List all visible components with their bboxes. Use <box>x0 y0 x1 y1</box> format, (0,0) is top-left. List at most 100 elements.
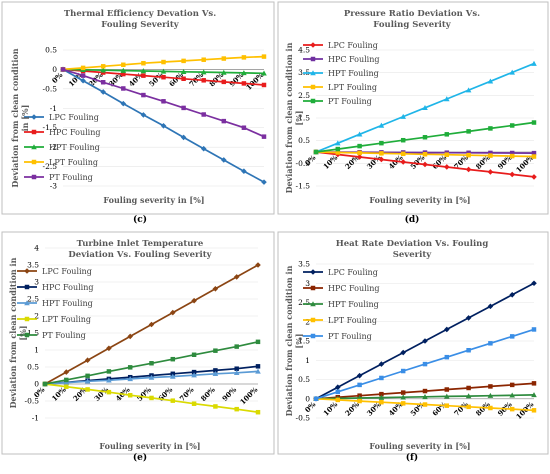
legend-marker-lpc-fouling <box>31 114 37 120</box>
legend-label-lpt-fouling: LPT Fouling <box>328 83 377 92</box>
data-point-hpc-fouling <box>466 150 471 156</box>
data-point-lpt-fouling <box>531 408 537 413</box>
legend-label-lpc-fouling: LPC Fouling <box>328 41 378 50</box>
y-tick-label: 3 <box>34 278 39 287</box>
legend-label-hpc-fouling: HPC Fouling <box>49 128 101 137</box>
data-point-pt-fouling <box>201 112 206 117</box>
chart-panel-f: 3.532.521.510.50-0.50% 10% 20% 30% 40% 50% 60%… <box>277 231 549 463</box>
data-point-pt-fouling <box>444 354 450 360</box>
legend: LPC Fouling HPC Fouling HPT Fouling LPT Fou… <box>303 268 380 341</box>
data-point-hpt-fouling <box>148 374 155 380</box>
data-point-hpc-fouling <box>221 79 227 85</box>
data-point-hpc-fouling <box>213 368 218 373</box>
data-point-lpt-fouling <box>141 60 146 66</box>
y-axis-label: [%] <box>294 110 304 125</box>
y-tick-label: 0.5 <box>298 136 310 145</box>
data-point-lpt-fouling <box>335 150 341 155</box>
data-point-hpt-fouling <box>120 67 127 73</box>
data-point-lpc-fouling <box>160 122 167 129</box>
data-point-lpt-fouling <box>241 55 247 60</box>
legend-marker-hpc-fouling <box>310 56 316 62</box>
data-point-hpc-fouling <box>444 387 450 392</box>
data-point-hpc-fouling <box>255 364 261 369</box>
data-point-hpc-fouling <box>261 82 267 88</box>
chart-title: Deviation Vs. Fouling Severity <box>68 250 212 260</box>
data-point-pt-fouling <box>60 67 66 72</box>
y-tick-label: -1 <box>32 414 39 423</box>
data-point-lpc-fouling <box>378 361 385 367</box>
data-point-lpt-fouling <box>531 154 537 159</box>
data-point-lpt-fouling <box>444 403 450 408</box>
y-tick-label: 2.5 <box>298 91 310 100</box>
data-point-hpt-fouling <box>140 68 147 74</box>
data-point-lpc-fouling <box>356 372 363 379</box>
data-point-pt-fouling <box>422 361 428 367</box>
data-point-hpc-fouling <box>422 388 428 394</box>
legend-marker-hpc-fouling <box>310 285 316 291</box>
y-tick-label: 0.5 <box>45 46 57 55</box>
legend-label-lpt-fouling: LPT Fouling <box>328 316 377 325</box>
legend-marker-hpt-fouling <box>310 70 316 76</box>
legend-label-pt-fouling: PT Fouling <box>328 97 372 106</box>
legend-marker-lpc-fouling <box>24 268 30 274</box>
data-point-lpc-fouling <box>140 112 147 118</box>
data-point-pt-fouling <box>335 389 341 395</box>
legend-label-pt-fouling: PT Fouling <box>49 173 93 182</box>
data-point-pt-fouling <box>313 396 319 401</box>
data-point-lpt-fouling <box>234 406 239 412</box>
data-point-hpt-fouling <box>84 378 91 384</box>
y-tick-label: 1.5 <box>298 337 310 346</box>
legend-marker-pt-fouling <box>310 333 316 339</box>
y-axis-label: Deviation from clean condition in <box>284 265 294 416</box>
data-point-lpt-fouling <box>488 405 493 411</box>
y-tick-label: 3.5 <box>298 260 310 269</box>
y-tick-label: -0.5 <box>43 84 58 93</box>
data-point-hpt-fouling <box>356 131 363 137</box>
data-point-hpt-fouling <box>487 78 494 84</box>
data-point-lpt-fouling <box>400 401 406 406</box>
legend: LPC Fouling HPC Fouling HPT Fouling LPT Fou… <box>24 113 101 182</box>
data-point-pt-fouling <box>379 140 384 146</box>
data-point-hpt-fouling <box>531 392 537 398</box>
data-point-pt-fouling <box>466 129 471 134</box>
data-point-hpt-fouling <box>378 394 385 400</box>
data-point-lpt-fouling <box>379 399 384 405</box>
data-point-lpc-fouling <box>212 286 219 292</box>
y-tick-label: 0 <box>52 65 57 74</box>
data-point-lpc-fouling <box>241 168 247 175</box>
y-tick-label: -0.5 <box>296 414 311 423</box>
data-point-hpc-fouling <box>531 381 537 386</box>
legend-label-hpt-fouling: HPT Fouling <box>42 299 93 308</box>
chart-title: Severity <box>393 250 433 260</box>
data-point-lpc-fouling <box>509 292 515 298</box>
data-point-hpt-fouling <box>221 69 227 75</box>
legend-marker-hpc-fouling <box>31 129 37 135</box>
data-point-lpc-fouling <box>378 156 385 163</box>
y-tick-label: 2.5 <box>298 298 310 307</box>
data-point-pt-fouling <box>221 118 227 124</box>
data-point-hpt-fouling <box>160 68 167 74</box>
data-point-lpc-fouling <box>400 349 406 356</box>
data-point-pt-fouling <box>422 135 428 140</box>
data-point-lpt-fouling <box>357 398 362 404</box>
y-axis-label: [%] <box>18 325 28 340</box>
data-point-hpc-fouling <box>141 73 146 78</box>
legend-marker-pt-fouling <box>31 174 37 180</box>
data-point-lpc-fouling <box>221 157 227 163</box>
data-point-lpt-fouling <box>64 384 69 389</box>
y-tick-label: 1.5 <box>27 329 39 338</box>
data-point-pt-fouling <box>100 80 106 85</box>
panel-frame <box>1 231 275 455</box>
data-point-hpc-fouling <box>241 81 247 86</box>
y-tick-label: -0.5 <box>296 159 311 168</box>
legend-label-lpt-fouling: LPT Fouling <box>42 315 91 324</box>
data-point-pt-fouling <box>181 105 186 111</box>
data-point-pt-fouling <box>85 373 90 379</box>
y-tick-label: -1 <box>50 104 57 113</box>
data-point-hpt-fouling <box>261 70 267 76</box>
data-point-hpc-fouling <box>379 391 384 397</box>
legend-label-hpc-fouling: HPC Fouling <box>42 283 94 292</box>
data-point-hpt-fouling <box>444 96 450 102</box>
y-tick-label: -2 <box>50 143 58 152</box>
